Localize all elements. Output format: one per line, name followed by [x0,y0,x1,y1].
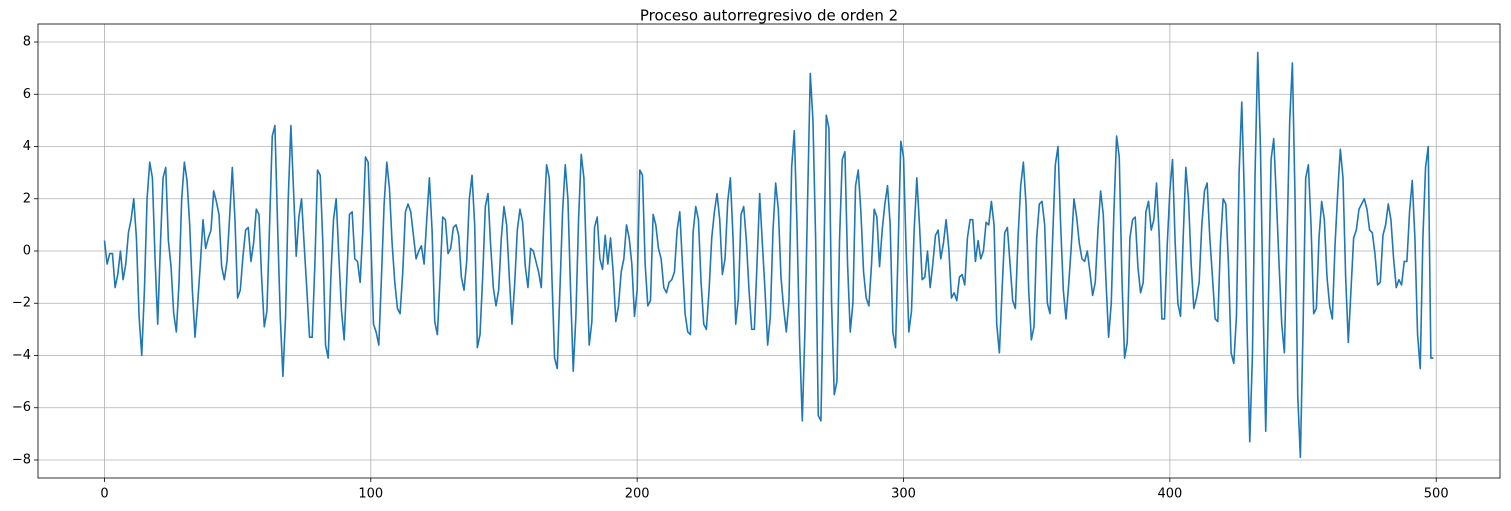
data-line [103,51,1434,459]
axes-frame [37,23,1501,479]
x-tick-label: 200 [625,487,650,502]
x-tick-label: 0 [100,487,108,502]
x-tick-label: 500 [1424,487,1449,502]
y-tick-label: 2 [23,191,31,206]
y-tick-label: 4 [23,139,31,154]
x-tick-label: 400 [1157,487,1182,502]
y-tick-label: 0 [23,244,31,259]
grid: −8 −6 −4 −2 0 2 4 6 8 0 100 200 300 400 500 [12,24,1500,502]
y-tick-label: −2 [12,296,31,311]
y-tick-label: −8 [12,452,31,467]
x-tick-label: 100 [358,487,383,502]
y-tick-label: −6 [12,400,31,415]
plot [103,51,1434,459]
chart-title: Proceso autorregresivo de orden 2 [640,7,898,25]
y-tick-label: −4 [12,348,31,363]
x-tick-label: 300 [891,487,916,502]
y-tick-label: 8 [23,35,31,50]
y-tick-label: 6 [23,87,31,102]
